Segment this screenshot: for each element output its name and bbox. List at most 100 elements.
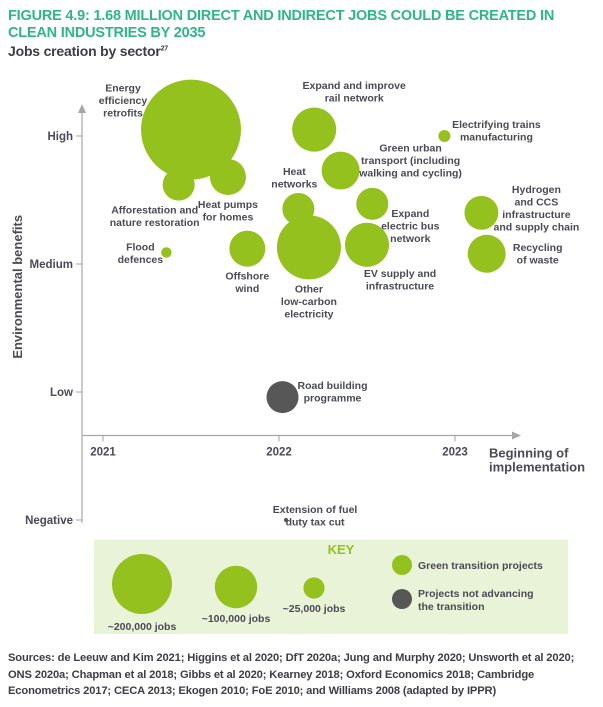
bubble-flood-defences: [161, 247, 172, 258]
bubble-label: Green urban transport (including walking a…: [358, 143, 462, 180]
bubble-label: EV supply and infrastructure: [364, 268, 436, 293]
bubble-expand-electric-bus-network: [356, 187, 389, 220]
x-tick-label: 2021: [90, 447, 116, 459]
key-size-label: ~25,000 jobs: [283, 603, 346, 615]
key-legend: KEY ~200,000 jobs ~100,000 jobs ~25,000 job…: [108, 542, 543, 633]
key-group-swatch: [392, 589, 412, 609]
bubble-label-line: Extension of fuel: [273, 504, 358, 516]
key-group-label-line: the transition: [418, 601, 485, 613]
bubble-hydrogen-and-ccs-infrastructure-and-supply-chain: [464, 195, 499, 230]
bubble-label-line: electricity: [284, 308, 333, 320]
bubble-afforestation-and-nature-restoration: [162, 168, 195, 201]
bubble-label-line: and CCS: [515, 196, 559, 208]
bubble-electrifying-trains-manufacturing: [438, 130, 451, 142]
bubble-label-line: Hydrogen: [512, 184, 561, 196]
y-tick-label: Negative: [25, 515, 73, 527]
bubble-label-line: electric bus: [381, 220, 440, 232]
bubble-label-line: for homes: [203, 211, 254, 223]
bubble-label: Heat networks: [271, 166, 317, 191]
bubble-ev-supply-and-infrastructure: [344, 222, 390, 267]
bubble-label: Expand and improve rail network: [303, 80, 406, 105]
bubble-label: Expand electric bus network: [381, 208, 440, 245]
x-axis-title-line: Beginning of: [489, 446, 569, 461]
key-size-label: ~100,000 jobs: [202, 613, 271, 625]
bubble-label-line: Other: [295, 283, 323, 295]
bubble-label-line: EV supply and: [364, 268, 436, 280]
bubble-label: Other low-carbon electricity: [281, 283, 337, 320]
bubbles: [141, 79, 506, 523]
bubble-label-line: Green urban: [379, 143, 441, 155]
bubble-heat-pumps-for-homes: [209, 158, 246, 195]
y-tick-label: Low: [50, 387, 73, 399]
bubble-label-line: Heat pumps: [198, 199, 258, 211]
key-size-bubble: [303, 577, 325, 599]
bubble-label-line: infrastructure: [502, 209, 570, 221]
chart-subtitle: Jobs creation by sector27: [8, 43, 168, 59]
bubble-label: Energy efficiency retrofits: [99, 83, 148, 120]
footnote-ref: 27: [160, 45, 169, 53]
bubble-extension-of-fuel-duty-tax-cut: [283, 517, 289, 523]
bubble-label-line: programme: [304, 393, 362, 405]
bubble-label-line: Recycling: [513, 242, 563, 254]
bubble-label-line: network: [390, 233, 430, 245]
x-axis-title: Beginning of implementation: [489, 446, 585, 475]
bubble-labels: Energy efficiency retrofits Expand and impr…: [99, 80, 580, 528]
bubble-label-line: and supply chain: [494, 221, 580, 233]
bubble-label: Offshore wind: [225, 271, 269, 296]
bubble-label-line: Electrifying trains: [452, 119, 541, 131]
y-axis-title: Environmental benefits: [10, 215, 25, 359]
bubble-label-line: of waste: [517, 254, 559, 266]
x-axis-arrow-icon: [512, 431, 521, 440]
bubble-label-line: duty tax cut: [286, 517, 345, 529]
bubble-label-line: infrastructure: [366, 280, 434, 292]
key-panel: [94, 540, 568, 634]
key-group-label-line: Projects not advancing: [418, 588, 534, 600]
x-axis-title-line: implementation: [489, 460, 585, 475]
bubble-label: Recycling of waste: [513, 242, 563, 267]
bubble-label-line: manufacturing: [460, 132, 533, 144]
bubble-label-line: transport (including: [361, 155, 460, 167]
bubble-label-line: retrofits: [103, 108, 143, 120]
key-size-label: ~200,000 jobs: [108, 621, 177, 633]
axes: High Medium Low Negative 2021 2022 2023 Beginni…: [10, 104, 585, 527]
key-group-label: Projects not advancing the transition: [418, 588, 534, 613]
key-group-label: Green transition projects: [418, 560, 543, 572]
bubble-offshore-wind: [229, 230, 266, 267]
bubble-label-line: defences: [118, 254, 164, 266]
bubble-label-line: Expand: [391, 208, 429, 220]
x-tick-label: 2023: [442, 447, 468, 459]
bubble-label-line: wind: [234, 283, 259, 295]
x-tick-label: 2022: [266, 447, 292, 459]
key-group-label-line: Green transition projects: [418, 560, 543, 572]
bubble-other-low-carbon-electricity: [276, 215, 341, 280]
y-tick-label: Medium: [30, 259, 73, 271]
bubble-road-building-programme: [266, 381, 299, 414]
bubble-label-line: walking and cycling): [358, 168, 462, 180]
bubble-label-line: Heat: [283, 166, 306, 178]
bubble-label-line: nature restoration: [110, 217, 200, 229]
bubble-label-line: networks: [271, 178, 317, 190]
bubble-label: Flood defences: [118, 241, 164, 265]
sources-note: Sources: de Leeuw and Kim 2021; Higgins …: [8, 652, 575, 697]
bubble-label-line: Energy: [105, 83, 141, 95]
bubble-label: Electrifying trains manufacturing: [452, 119, 541, 144]
bubble-recycling-of-waste: [467, 234, 506, 273]
key-group-swatch: [392, 555, 412, 575]
bubble-label-line: Offshore: [225, 271, 269, 283]
key-title: KEY: [328, 542, 355, 557]
bubble-green-urban-transport-including-walking-and-cycling: [321, 151, 360, 190]
y-tick-label: High: [47, 131, 73, 143]
subtitle-text: Jobs creation by sector: [8, 43, 161, 59]
bubble-label: Extension of fuel duty tax cut: [273, 504, 358, 529]
bubble-label-line: Expand and improve: [303, 80, 406, 92]
bubble-label-line: Road building: [298, 380, 368, 392]
bubble-label-line: rail network: [325, 93, 384, 105]
bubble-label-line: Flood: [126, 241, 155, 253]
bubble-energy-efficiency-retrofits: [141, 79, 241, 180]
bubble-label-line: Afforestation and: [111, 205, 198, 217]
figure-title: FIGURE 4.9: 1.68 MILLION DIRECT AND INDI…: [8, 8, 555, 41]
key-size-bubble: [214, 565, 258, 609]
bubble-label: Afforestation and nature restoration: [110, 205, 200, 230]
key-size-bubble: [112, 554, 172, 614]
